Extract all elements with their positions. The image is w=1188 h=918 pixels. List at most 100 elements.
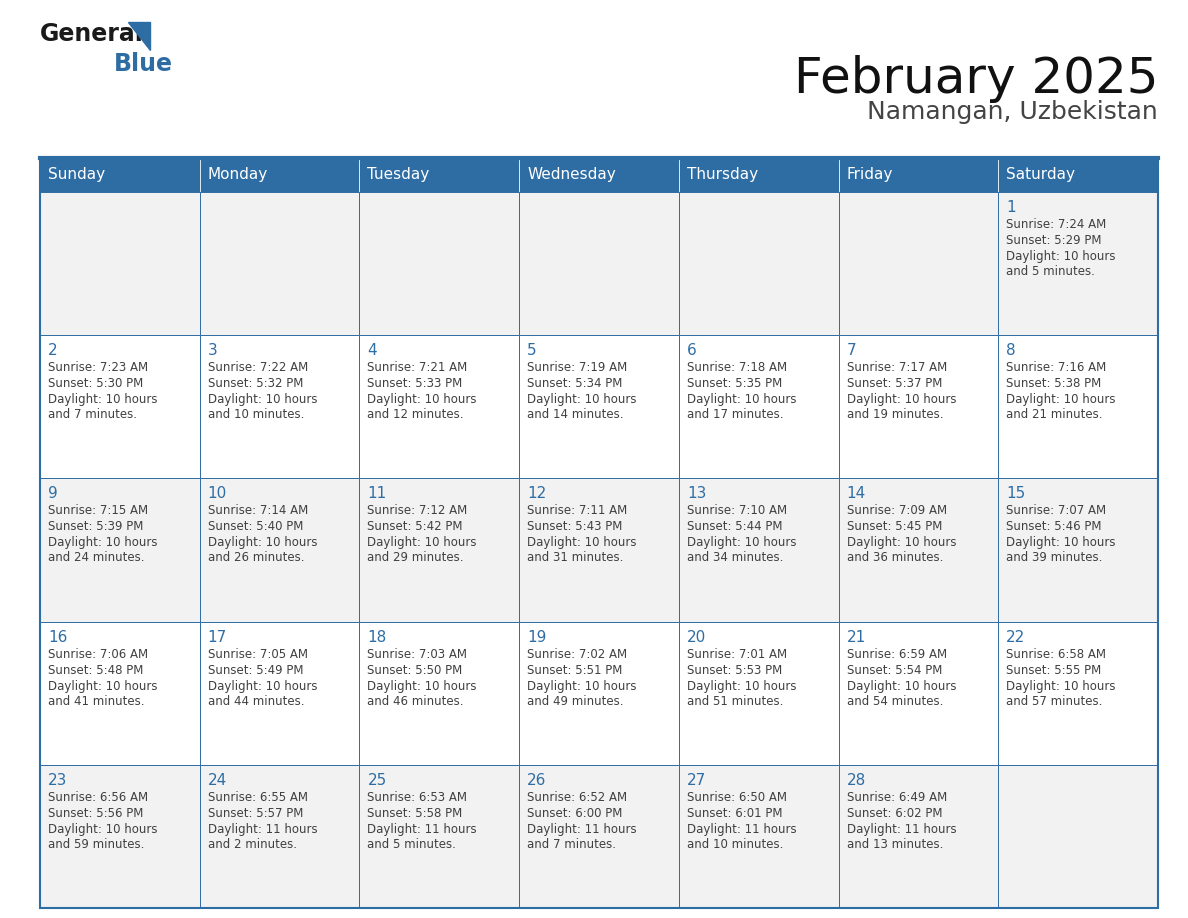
Text: Daylight: 10 hours: Daylight: 10 hours bbox=[847, 679, 956, 692]
Text: Saturday: Saturday bbox=[1006, 167, 1075, 183]
Text: Daylight: 10 hours: Daylight: 10 hours bbox=[1006, 393, 1116, 406]
Text: and 5 minutes.: and 5 minutes. bbox=[1006, 265, 1095, 278]
Text: Sunrise: 7:19 AM: Sunrise: 7:19 AM bbox=[527, 361, 627, 375]
Bar bbox=[200, 478, 360, 621]
Text: General: General bbox=[40, 22, 144, 46]
Text: Daylight: 10 hours: Daylight: 10 hours bbox=[527, 679, 637, 692]
Text: Daylight: 10 hours: Daylight: 10 hours bbox=[687, 393, 796, 406]
Text: Sunset: 5:55 PM: Sunset: 5:55 PM bbox=[1006, 664, 1101, 677]
Bar bbox=[519, 478, 678, 621]
Bar bbox=[40, 158, 1158, 908]
Bar bbox=[998, 192, 1158, 335]
Text: Sunset: 6:02 PM: Sunset: 6:02 PM bbox=[847, 807, 942, 820]
Text: Daylight: 11 hours: Daylight: 11 hours bbox=[527, 823, 637, 835]
Bar bbox=[839, 192, 998, 335]
Text: and 24 minutes.: and 24 minutes. bbox=[48, 552, 145, 565]
Text: Monday: Monday bbox=[208, 167, 268, 183]
Text: Sunrise: 6:59 AM: Sunrise: 6:59 AM bbox=[847, 647, 947, 661]
Text: Sunset: 5:46 PM: Sunset: 5:46 PM bbox=[1006, 521, 1101, 533]
Text: 6: 6 bbox=[687, 343, 696, 358]
Bar bbox=[519, 335, 678, 478]
Text: Sunrise: 7:10 AM: Sunrise: 7:10 AM bbox=[687, 504, 786, 518]
Text: Sunrise: 6:55 AM: Sunrise: 6:55 AM bbox=[208, 790, 308, 804]
Text: Daylight: 10 hours: Daylight: 10 hours bbox=[367, 536, 476, 549]
Text: 23: 23 bbox=[48, 773, 68, 788]
Text: Sunrise: 7:02 AM: Sunrise: 7:02 AM bbox=[527, 647, 627, 661]
Text: Blue: Blue bbox=[114, 52, 173, 76]
Bar bbox=[998, 765, 1158, 908]
Text: Sunrise: 7:06 AM: Sunrise: 7:06 AM bbox=[48, 647, 148, 661]
Text: Tuesday: Tuesday bbox=[367, 167, 430, 183]
Text: and 57 minutes.: and 57 minutes. bbox=[1006, 695, 1102, 708]
Bar bbox=[200, 158, 360, 192]
Text: 17: 17 bbox=[208, 630, 227, 644]
Bar bbox=[519, 192, 678, 335]
Text: Daylight: 10 hours: Daylight: 10 hours bbox=[48, 823, 158, 835]
Text: Daylight: 10 hours: Daylight: 10 hours bbox=[527, 536, 637, 549]
Bar bbox=[678, 158, 839, 192]
Bar bbox=[839, 478, 998, 621]
Text: 24: 24 bbox=[208, 773, 227, 788]
Text: Sunset: 5:50 PM: Sunset: 5:50 PM bbox=[367, 664, 462, 677]
Text: 20: 20 bbox=[687, 630, 706, 644]
Text: Wednesday: Wednesday bbox=[527, 167, 615, 183]
Text: Daylight: 11 hours: Daylight: 11 hours bbox=[687, 823, 796, 835]
Text: and 7 minutes.: and 7 minutes. bbox=[48, 409, 137, 421]
Text: and 5 minutes.: and 5 minutes. bbox=[367, 838, 456, 851]
Text: Daylight: 10 hours: Daylight: 10 hours bbox=[48, 393, 158, 406]
Text: Namangan, Uzbekistan: Namangan, Uzbekistan bbox=[867, 100, 1158, 124]
Text: Sunrise: 6:56 AM: Sunrise: 6:56 AM bbox=[48, 790, 148, 804]
Text: Sunset: 5:51 PM: Sunset: 5:51 PM bbox=[527, 664, 623, 677]
Bar bbox=[839, 621, 998, 765]
Bar bbox=[519, 158, 678, 192]
Text: and 51 minutes.: and 51 minutes. bbox=[687, 695, 783, 708]
Text: Sunset: 5:49 PM: Sunset: 5:49 PM bbox=[208, 664, 303, 677]
Text: Sunrise: 7:23 AM: Sunrise: 7:23 AM bbox=[48, 361, 148, 375]
Bar bbox=[360, 158, 519, 192]
Text: Sunset: 5:54 PM: Sunset: 5:54 PM bbox=[847, 664, 942, 677]
Text: 15: 15 bbox=[1006, 487, 1025, 501]
Bar bbox=[998, 621, 1158, 765]
Bar bbox=[519, 765, 678, 908]
Bar bbox=[360, 335, 519, 478]
Text: February 2025: February 2025 bbox=[794, 55, 1158, 103]
Text: Daylight: 10 hours: Daylight: 10 hours bbox=[1006, 679, 1116, 692]
Text: 28: 28 bbox=[847, 773, 866, 788]
Text: and 17 minutes.: and 17 minutes. bbox=[687, 409, 783, 421]
Bar bbox=[360, 192, 519, 335]
Text: Sunset: 5:35 PM: Sunset: 5:35 PM bbox=[687, 377, 782, 390]
Text: Sunrise: 7:21 AM: Sunrise: 7:21 AM bbox=[367, 361, 468, 375]
Text: 1: 1 bbox=[1006, 200, 1016, 215]
Text: Daylight: 10 hours: Daylight: 10 hours bbox=[847, 393, 956, 406]
Bar bbox=[200, 335, 360, 478]
Text: Daylight: 10 hours: Daylight: 10 hours bbox=[208, 393, 317, 406]
Text: Sunrise: 6:49 AM: Sunrise: 6:49 AM bbox=[847, 790, 947, 804]
Text: Sunrise: 7:12 AM: Sunrise: 7:12 AM bbox=[367, 504, 468, 518]
Bar bbox=[200, 192, 360, 335]
Text: Sunset: 5:48 PM: Sunset: 5:48 PM bbox=[48, 664, 144, 677]
Text: and 46 minutes.: and 46 minutes. bbox=[367, 695, 465, 708]
Text: Sunset: 5:33 PM: Sunset: 5:33 PM bbox=[367, 377, 462, 390]
Text: 18: 18 bbox=[367, 630, 386, 644]
Text: Sunset: 5:39 PM: Sunset: 5:39 PM bbox=[48, 521, 144, 533]
Text: Daylight: 10 hours: Daylight: 10 hours bbox=[847, 536, 956, 549]
Text: Sunset: 5:34 PM: Sunset: 5:34 PM bbox=[527, 377, 623, 390]
Text: Sunset: 5:37 PM: Sunset: 5:37 PM bbox=[847, 377, 942, 390]
Text: Sunrise: 7:09 AM: Sunrise: 7:09 AM bbox=[847, 504, 947, 518]
Text: Sunrise: 7:17 AM: Sunrise: 7:17 AM bbox=[847, 361, 947, 375]
Bar bbox=[40, 621, 200, 765]
Text: and 44 minutes.: and 44 minutes. bbox=[208, 695, 304, 708]
Bar bbox=[40, 158, 200, 192]
Text: 14: 14 bbox=[847, 487, 866, 501]
Text: Daylight: 10 hours: Daylight: 10 hours bbox=[527, 393, 637, 406]
Text: 16: 16 bbox=[48, 630, 68, 644]
Text: 8: 8 bbox=[1006, 343, 1016, 358]
Text: Daylight: 10 hours: Daylight: 10 hours bbox=[208, 679, 317, 692]
Text: Sunrise: 6:58 AM: Sunrise: 6:58 AM bbox=[1006, 647, 1106, 661]
Text: Daylight: 10 hours: Daylight: 10 hours bbox=[208, 536, 317, 549]
Text: and 34 minutes.: and 34 minutes. bbox=[687, 552, 783, 565]
Bar bbox=[678, 765, 839, 908]
Text: Sunset: 5:44 PM: Sunset: 5:44 PM bbox=[687, 521, 783, 533]
Text: Sunrise: 6:52 AM: Sunrise: 6:52 AM bbox=[527, 790, 627, 804]
Text: Sunset: 5:57 PM: Sunset: 5:57 PM bbox=[208, 807, 303, 820]
